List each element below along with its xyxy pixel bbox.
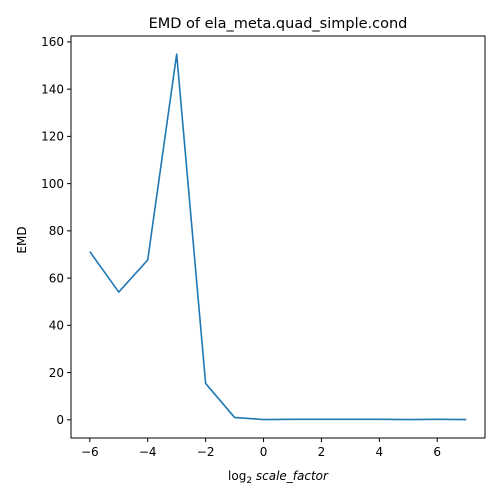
y-axis-label: EMD <box>15 226 29 253</box>
y-tick-label: 80 <box>49 224 64 238</box>
plot-area <box>89 53 467 421</box>
axes-frame <box>70 35 486 439</box>
x-tick-label: 2 <box>318 445 326 459</box>
chart-title: EMD of ela_meta.quad_simple.cond <box>149 16 408 32</box>
x-axis-label: log2 scale_factor <box>228 469 329 486</box>
y-tick-label: 100 <box>41 177 64 191</box>
x-tick-label: 0 <box>260 445 268 459</box>
x-tick-label: 6 <box>433 445 441 459</box>
y-tick-label: 160 <box>41 35 64 49</box>
x-tick-label: −6 <box>81 445 99 459</box>
x-tick-label: −4 <box>139 445 157 459</box>
y-axis: 0 20 40 60 80 100 120 140 160 <box>41 35 71 427</box>
y-tick-label: 20 <box>49 366 64 380</box>
y-tick-label: 120 <box>41 130 64 144</box>
y-tick-label: 0 <box>56 413 64 427</box>
y-tick-label: 140 <box>41 82 64 96</box>
y-tick-label: 40 <box>49 319 64 333</box>
y-tick-label: 60 <box>49 271 64 285</box>
series-line <box>89 53 467 421</box>
x-tick-label: −2 <box>197 445 215 459</box>
x-axis: −6 −4 −2 0 2 4 6 <box>81 438 441 459</box>
x-tick-label: 4 <box>376 445 384 459</box>
